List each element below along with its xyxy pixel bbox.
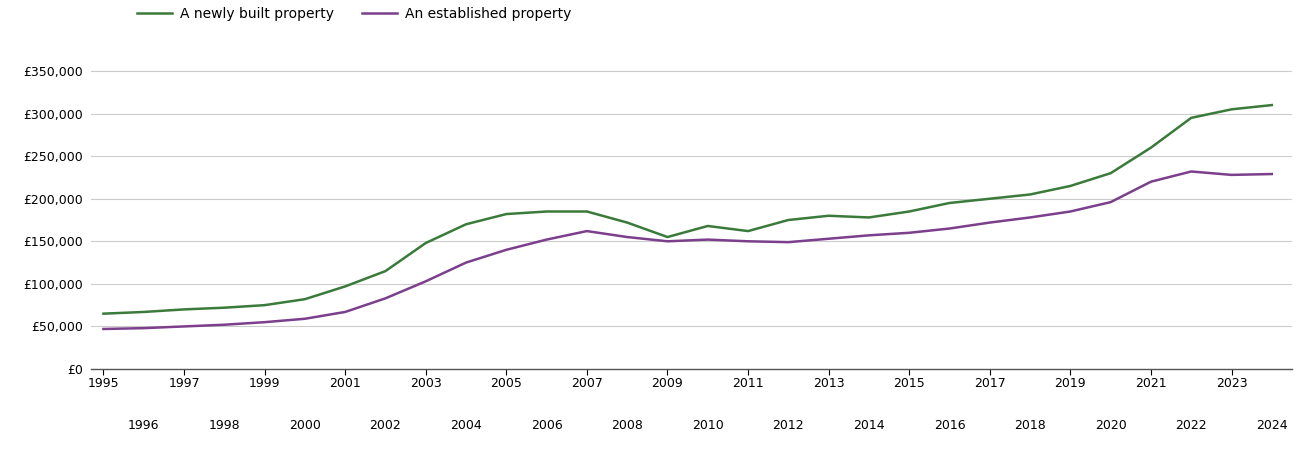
A newly built property — [861, 215, 877, 220]
A newly built property — [1224, 107, 1240, 112]
An established property — [981, 220, 997, 225]
A newly built property — [458, 221, 474, 227]
A newly built property — [176, 307, 192, 312]
A newly built property — [699, 223, 715, 229]
An established property — [1224, 172, 1240, 178]
An established property — [458, 260, 474, 265]
Legend: A newly built property, An established property: A newly built property, An established p… — [134, 4, 574, 24]
A newly built property — [337, 284, 352, 289]
A newly built property — [981, 196, 997, 202]
An established property — [780, 239, 796, 245]
An established property — [136, 325, 151, 331]
An established property — [942, 226, 958, 231]
A newly built property — [579, 209, 595, 214]
An established property — [579, 229, 595, 234]
A newly built property — [1022, 192, 1037, 197]
An established property — [377, 296, 393, 301]
A newly built property — [1184, 115, 1199, 121]
An established property — [217, 322, 232, 328]
An established property — [861, 233, 877, 238]
Line: An established property: An established property — [103, 171, 1272, 329]
A newly built property — [377, 268, 393, 274]
An established property — [821, 236, 837, 242]
An established property — [1062, 209, 1078, 214]
A newly built property — [95, 311, 111, 316]
A newly built property — [217, 305, 232, 310]
A newly built property — [740, 229, 756, 234]
A newly built property — [1062, 183, 1078, 189]
A newly built property — [1265, 103, 1280, 108]
An established property — [176, 324, 192, 329]
A newly built property — [659, 234, 675, 240]
An established property — [539, 237, 555, 242]
An established property — [659, 238, 675, 244]
Line: A newly built property: A newly built property — [103, 105, 1272, 314]
A newly built property — [620, 220, 636, 225]
A newly built property — [942, 200, 958, 206]
An established property — [620, 234, 636, 240]
A newly built property — [499, 212, 514, 217]
An established property — [298, 316, 313, 321]
An established property — [699, 237, 715, 242]
A newly built property — [539, 209, 555, 214]
An established property — [1143, 179, 1159, 184]
An established property — [1022, 215, 1037, 220]
An established property — [95, 326, 111, 332]
An established property — [1265, 171, 1280, 177]
An established property — [1103, 199, 1118, 205]
A newly built property — [298, 297, 313, 302]
An established property — [1184, 169, 1199, 174]
An established property — [499, 247, 514, 252]
A newly built property — [1143, 145, 1159, 150]
A newly built property — [780, 217, 796, 223]
An established property — [257, 320, 273, 325]
A newly built property — [418, 240, 433, 246]
An established property — [902, 230, 917, 235]
A newly built property — [136, 309, 151, 315]
A newly built property — [1103, 171, 1118, 176]
An established property — [740, 238, 756, 244]
A newly built property — [821, 213, 837, 218]
A newly built property — [902, 209, 917, 214]
An established property — [418, 279, 433, 284]
A newly built property — [257, 302, 273, 308]
An established property — [337, 309, 352, 315]
